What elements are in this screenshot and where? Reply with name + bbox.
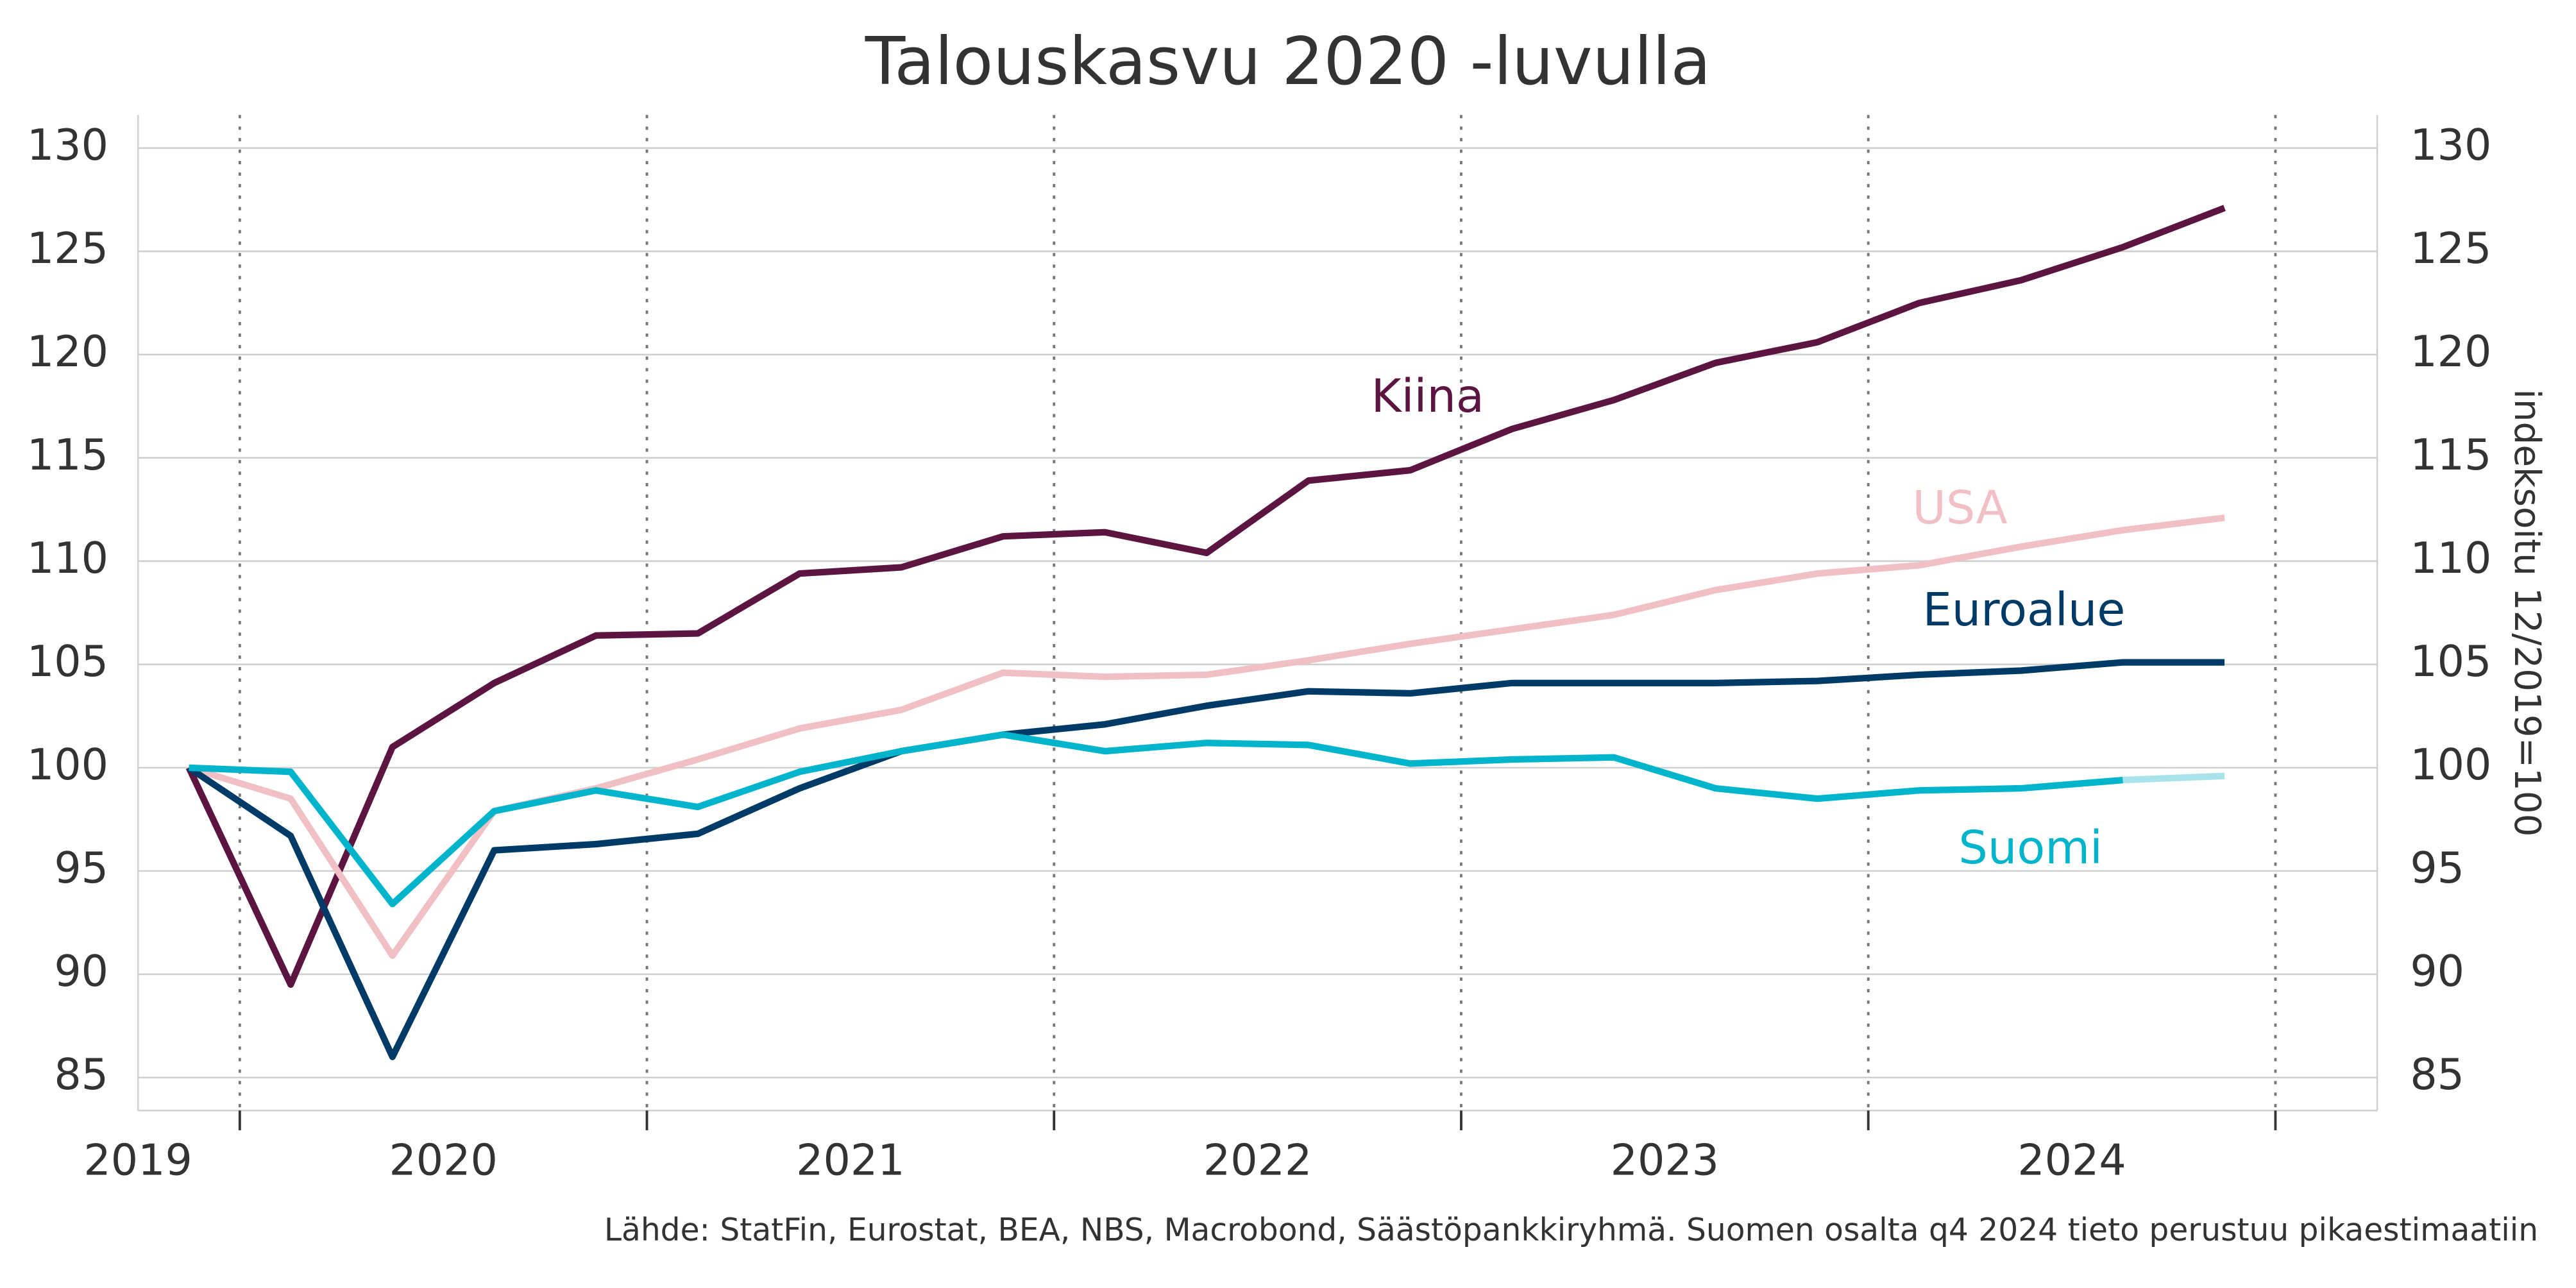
y2-tick-label: 95	[2410, 843, 2464, 893]
y-tick-label: 110	[27, 533, 108, 583]
y-tick-label: 100	[27, 740, 108, 790]
y2-tick-label: 105	[2410, 636, 2491, 686]
y2-tick-label: 90	[2410, 946, 2464, 996]
series-line	[187, 659, 2225, 1060]
y-tick-label: 115	[27, 430, 108, 480]
x-tick-label: 2022	[1203, 1135, 1312, 1185]
series-label: Kiina	[1371, 369, 1484, 423]
series-line	[187, 514, 2225, 960]
y-tick-label: 90	[54, 946, 108, 996]
y2-tick-label: 130	[2410, 120, 2491, 170]
x-tick-label: 2020	[389, 1135, 497, 1185]
x-tick-label: 2021	[796, 1135, 904, 1185]
series-label: Suomi	[1958, 820, 2103, 874]
y2-tick-label: 120	[2410, 326, 2491, 377]
chart-title: Talouskasvu 2020 -luvulla	[865, 24, 1711, 100]
y2-tick-label: 115	[2410, 430, 2491, 480]
y-tick-label: 130	[27, 120, 108, 170]
y-tick-label: 105	[27, 636, 108, 686]
x-tick-label: 2024	[2017, 1135, 2126, 1185]
series-line	[185, 205, 2226, 988]
y2-tick-label: 85	[2410, 1049, 2464, 1099]
y-tick-label: 85	[54, 1049, 108, 1099]
y2-tick-label: 100	[2410, 740, 2491, 790]
y-tick-label: 120	[27, 326, 108, 377]
estimate-line	[2123, 772, 2225, 784]
series-label: Euroalue	[1922, 582, 2125, 636]
x-tick-label: 2019	[83, 1135, 192, 1185]
y2-tick-label: 125	[2410, 223, 2491, 273]
y-tick-label: 95	[54, 843, 108, 893]
y2-axis-label: indeksoitu 12/2019=100	[2506, 389, 2548, 836]
series-line	[189, 731, 2123, 908]
y-tick-label: 125	[27, 223, 108, 273]
x-tick-label: 2023	[1611, 1135, 1719, 1185]
source-note: Lähde: StatFin, Eurostat, BEA, NBS, Macr…	[604, 1212, 2538, 1248]
series-label: USA	[1912, 480, 2007, 534]
y2-tick-label: 110	[2410, 533, 2491, 583]
